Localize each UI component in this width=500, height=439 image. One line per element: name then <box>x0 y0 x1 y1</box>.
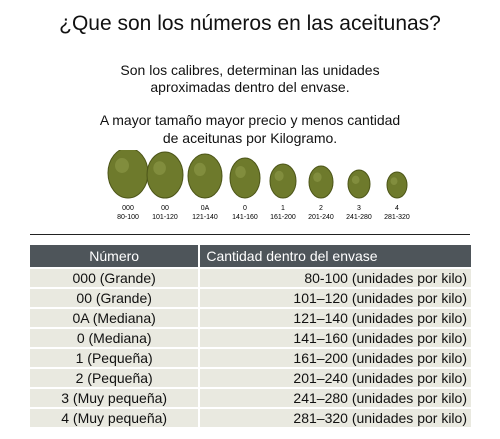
table-cell: 0 (Mediana) <box>30 327 201 348</box>
olive-sizes: 000 80-100 00 101-120 0A 121-140 0 141-160 1 161-… <box>107 150 410 221</box>
olive <box>187 153 223 199</box>
table-cell: 2 (Pequeña) <box>30 367 201 388</box>
header-row: Número Cantidad dentro del envase <box>30 245 471 268</box>
olive-range: 101-120 <box>152 214 178 221</box>
table-cell: 281–320 (unidades por kilo) <box>199 407 471 427</box>
olive-code: 0A <box>201 205 210 212</box>
table-cell: 141–160 (unidades por kilo) <box>199 327 471 348</box>
olive <box>386 171 408 199</box>
table-cell: 161–200 (unidades por kilo) <box>199 347 471 368</box>
olive-range: 141-160 <box>232 214 258 221</box>
intro-line: Son los calibres, determinan las unidade… <box>120 62 380 78</box>
intro-line: aproximadas dentro del envase. <box>150 79 350 95</box>
olive-shine <box>313 172 322 182</box>
table-cell: 121–140 (unidades por kilo) <box>199 307 471 328</box>
header-cell: Cantidad dentro del envase <box>199 245 471 268</box>
olive <box>107 150 149 199</box>
olive-code: 00 <box>161 205 169 212</box>
table-cell: 4 (Muy pequeña) <box>30 407 201 427</box>
olive <box>229 157 261 199</box>
olive-range: 241-280 <box>346 214 372 221</box>
header-cell: Número <box>30 245 201 268</box>
olive-range: 161-200 <box>270 214 296 221</box>
olive-shine <box>274 170 284 181</box>
olive <box>308 165 334 199</box>
table-cell: 00 (Grande) <box>30 287 201 308</box>
table-row: 0A (Mediana) 121–140 (unidades por kilo) <box>30 307 471 328</box>
olive-shine <box>193 162 206 176</box>
title: ¿Que son los números en las aceitunas? <box>59 12 441 35</box>
olive-code: 2 <box>319 205 323 212</box>
olive-range: 121-140 <box>192 214 218 221</box>
olive-range: 80-100 <box>117 214 139 221</box>
olive <box>269 163 297 199</box>
table-row: 00 (Grande) 101–120 (unidades por kilo) <box>30 287 471 308</box>
table-row: 1 (Pequeña) 161–200 (unidades por kilo) <box>30 347 471 368</box>
olive <box>347 169 371 199</box>
table-row: 000 (Grande) 80-100 (unidades por kilo) <box>30 267 471 288</box>
olive-shine <box>115 158 129 173</box>
table-cell: 000 (Grande) <box>30 267 201 288</box>
olive-range: 281-320 <box>384 214 410 221</box>
olive-shine <box>390 177 398 185</box>
olive-code: 000 <box>122 205 134 212</box>
olive-code: 0 <box>243 205 247 212</box>
table-cell: 201–240 (unidades por kilo) <box>199 367 471 388</box>
size-table: Número Cantidad dentro del envase 000 (G… <box>30 245 471 427</box>
table-cell: 3 (Muy pequeña) <box>30 387 201 408</box>
table-row: 2 (Pequeña) 201–240 (unidades por kilo) <box>30 367 471 388</box>
olive-shine <box>351 175 360 184</box>
olive-shine <box>235 166 246 178</box>
table-row: 3 (Muy pequeña) 241–280 (unidades por kil… <box>30 387 471 408</box>
divider <box>30 234 470 235</box>
olive-code: 4 <box>395 205 399 212</box>
table-cell: 101–120 (unidades por kilo) <box>199 287 471 308</box>
olive-code: 3 <box>357 205 361 212</box>
olive <box>146 151 184 199</box>
table-row: 0 (Mediana) 141–160 (unidades por kilo) <box>30 327 471 348</box>
intro-line: de aceitunas por Kilogramo. <box>162 130 338 146</box>
olive-range: 201-240 <box>308 214 334 221</box>
table-row: 4 (Muy pequeña) 281–320 (unidades por kil… <box>30 407 471 427</box>
olive-shine <box>153 161 166 175</box>
intro-line: A mayor tamaño mayor precio y menos cant… <box>99 112 401 128</box>
table-cell: 1 (Pequeña) <box>30 347 201 368</box>
table-cell: 0A (Mediana) <box>30 307 201 328</box>
table-cell: 241–280 (unidades por kilo) <box>199 387 471 408</box>
olive-code: 1 <box>281 205 285 212</box>
table-cell: 80-100 (unidades por kilo) <box>199 267 471 288</box>
